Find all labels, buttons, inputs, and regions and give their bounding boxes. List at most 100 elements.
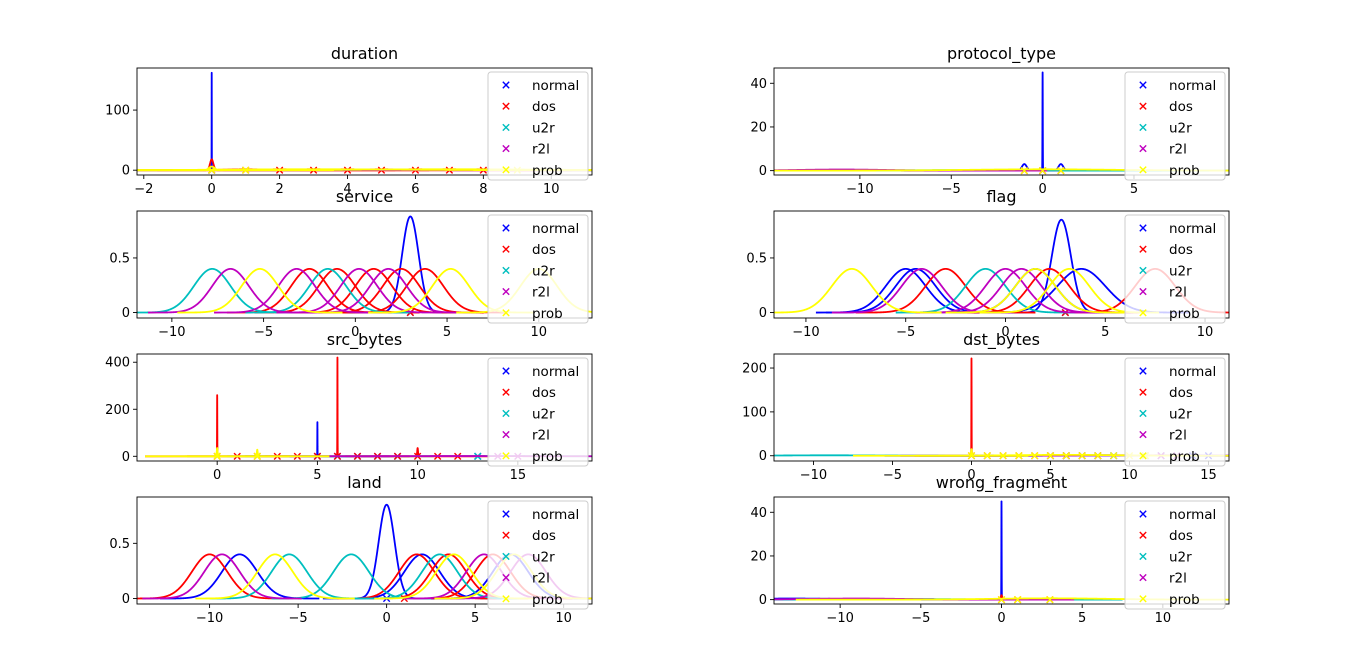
- legend-marker-normal: [502, 81, 510, 89]
- y-tick-label: 100: [742, 405, 767, 420]
- legend-marker-prob: [502, 309, 510, 317]
- legend-label-prob: prob: [1169, 449, 1200, 465]
- subplot-title: protocol_type: [947, 44, 1056, 64]
- x-tick-label: 10: [409, 468, 426, 483]
- x-tick-label: 0: [213, 468, 221, 483]
- legend-label-r2l: r2l: [1169, 428, 1187, 444]
- x-tick-label: 10: [555, 611, 572, 626]
- density-curve-normal: [976, 71, 1109, 172]
- y-tick-label: 0: [759, 164, 767, 179]
- plot-frame: [773, 210, 1230, 319]
- density-curve-u2r: [895, 267, 1076, 314]
- legend-marker-prob: [1139, 309, 1147, 317]
- x-tick-label: 0: [1038, 182, 1046, 197]
- legend-label-r2l: r2l: [532, 285, 550, 301]
- y-tick-label: 0.5: [746, 251, 767, 266]
- legend-label-r2l: r2l: [532, 142, 550, 158]
- x-tick-label: 0: [997, 611, 1005, 626]
- legend-marker-u2r: [1139, 266, 1147, 275]
- subplot-protocol-type: protocol_type −10 −5 0 5 0 20 40 normal dos u2r r2l…: [750, 44, 1230, 197]
- y-tick-label: 0.5: [109, 537, 130, 552]
- y-tick-label: 0: [122, 592, 130, 607]
- x-tick-label: 5: [1046, 468, 1054, 483]
- legend-marker-dos: [502, 245, 510, 253]
- x-tick-label: 2: [275, 182, 283, 197]
- legend-label-dos: dos: [532, 528, 556, 544]
- density-curve-prob: [137, 168, 592, 172]
- density-curve-prob: [945, 267, 1126, 314]
- x-tick-label: −10: [826, 611, 853, 626]
- x-tick-label: −10: [846, 182, 873, 197]
- x-tick-label: −10: [196, 611, 223, 626]
- legend-label-dos: dos: [1169, 242, 1193, 258]
- density-curve-prob: [979, 267, 1160, 314]
- marker-prob: [1046, 452, 1055, 460]
- density-curve-normal: [160, 553, 320, 600]
- x-tick-label: 0: [351, 325, 359, 340]
- density-curve-prob: [195, 553, 355, 600]
- legend-frame: [487, 357, 589, 467]
- legend-label-r2l: r2l: [1169, 571, 1187, 587]
- density-curve-prob: [177, 267, 343, 314]
- subplot-src-bytes: src_bytes 0 5 10 15 0 200 400 normal dos u2r r2l pro…: [105, 330, 593, 483]
- legend: normal dos u2r r2l prob: [487, 500, 589, 610]
- legend-label-prob: prob: [1169, 592, 1200, 608]
- legend-marker-dos: [502, 388, 510, 396]
- legend-marker-dos: [1139, 245, 1147, 253]
- legend-marker-normal: [502, 367, 510, 375]
- legend-label-dos: dos: [532, 385, 556, 401]
- marker-prob: [213, 452, 221, 460]
- legend-label-r2l: r2l: [1169, 142, 1187, 158]
- legend-label-prob: prob: [532, 306, 563, 322]
- x-tick-label: 10: [1121, 468, 1138, 483]
- x-tick-label: 10: [1155, 611, 1172, 626]
- y-tick-label: 200: [742, 362, 767, 377]
- plot-frame: [136, 210, 593, 319]
- legend-marker-r2l: [502, 144, 510, 153]
- legend-marker-dos: [1139, 531, 1147, 539]
- y-tick-label: 400: [105, 356, 130, 371]
- legend-marker-u2r: [1139, 123, 1147, 132]
- marker-prob: [967, 452, 976, 460]
- y-tick-label: 0.5: [109, 251, 130, 266]
- density-curve-r2l: [214, 267, 380, 314]
- legend-marker-normal: [502, 224, 510, 232]
- marker-prob: [1020, 166, 1029, 175]
- x-tick-label: 0: [967, 468, 975, 483]
- legend-frame: [1124, 500, 1226, 610]
- subplot-wrong-fragment: wrong_fragment −10 −5 0 5 10 0 20 40 normal dos u2r…: [750, 473, 1230, 626]
- marker-prob: [1015, 452, 1023, 460]
- marker-prob: [983, 452, 991, 460]
- plot-area: [137, 71, 592, 174]
- legend: normal dos u2r r2l prob: [1124, 500, 1226, 610]
- subplot-service: service −10 −5 0 5 10 0 0.5 normal dos u2r r2l prob: [109, 187, 593, 340]
- marker-prob: [1046, 595, 1054, 604]
- y-tick-label: 20: [750, 549, 767, 564]
- legend-marker-dos: [502, 102, 510, 110]
- subplot-title: land: [347, 473, 382, 492]
- y-tick-label: 200: [105, 403, 130, 418]
- legend-marker-u2r: [1139, 552, 1147, 561]
- legend: normal dos u2r r2l prob: [487, 214, 589, 324]
- x-tick-label: 10: [543, 182, 560, 197]
- marker-prob: [999, 452, 1007, 460]
- marker-prob: [1038, 166, 1047, 175]
- legend-frame: [487, 71, 589, 181]
- legend-label-u2r: u2r: [532, 263, 555, 279]
- legend-marker-r2l: [1139, 144, 1147, 153]
- legend: normal dos u2r r2l prob: [487, 357, 589, 467]
- legend-label-prob: prob: [1169, 306, 1200, 322]
- x-tick-label: 8: [479, 182, 487, 197]
- legend-label-normal: normal: [532, 221, 579, 237]
- legend-label-u2r: u2r: [1169, 120, 1192, 136]
- marker-prob: [1094, 452, 1102, 460]
- marker-prob: [208, 166, 216, 174]
- x-tick-label: 15: [1200, 468, 1217, 483]
- legend-label-normal: normal: [1169, 507, 1216, 523]
- legend-marker-dos: [1139, 388, 1147, 396]
- legend-label-u2r: u2r: [532, 120, 555, 136]
- y-tick-label: 0: [122, 164, 130, 179]
- legend-label-u2r: u2r: [1169, 549, 1192, 565]
- legend-label-dos: dos: [532, 242, 556, 258]
